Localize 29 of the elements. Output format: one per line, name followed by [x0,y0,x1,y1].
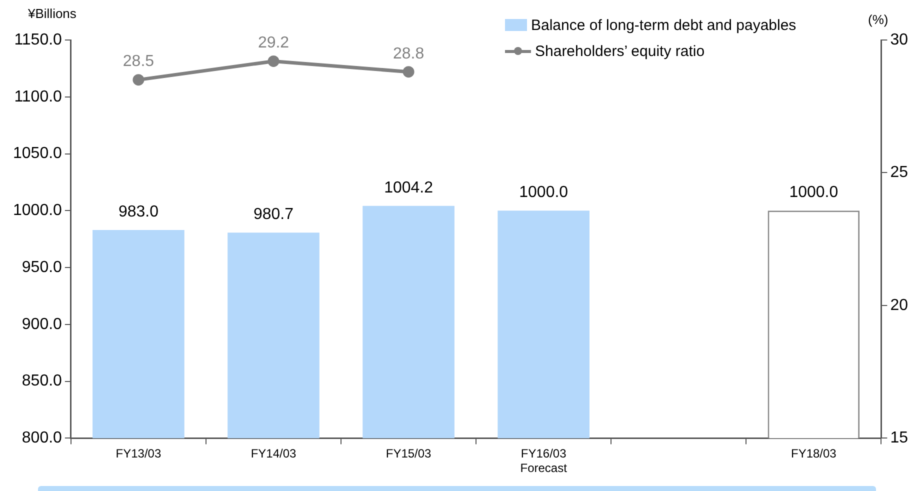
x-tick-label: FY13/03 [116,446,162,461]
y-axis-title: ¥Billions [28,6,76,21]
legend-label: Balance of long-term debt and payables [531,16,796,34]
y2-tick-label: 25 [890,164,908,182]
x-tick-label: FY18/03 [790,446,837,461]
x-tick-label: FY14/03 [250,446,297,461]
y-tick-label: 850.0 [22,372,62,390]
data-label: 28.5 [122,53,154,70]
y-tick-label: 950.0 [22,258,62,276]
y2-tick-label: 30 [890,31,908,48]
y2-axis-title: (%) [868,12,888,27]
y-tick-label: 1050.0 [13,145,62,162]
y-tick-label: 1150.0 [14,31,62,48]
x-tick-label: FY16/03 Forecast [520,446,568,476]
y2-tick-label: 15 [890,430,908,447]
data-label: 1000.0 [789,184,838,202]
data-label: 29.2 [258,34,290,52]
data-label: 1004.2 [384,179,434,196]
y-tick-label: 1000.0 [13,202,62,220]
y-tick-label: 800.0 [22,430,62,447]
data-label: 983.0 [118,203,159,220]
data-label: 1000.0 [519,184,568,202]
x-tick-label: FY15/03 [386,446,432,461]
y2-tick-label: 20 [890,296,908,314]
legend-label: Shareholders’ equity ratio [535,42,705,60]
data-label: 28.8 [392,45,424,62]
data-label: 980.7 [253,206,294,224]
y-tick-label: 1100.0 [14,88,62,106]
y-tick-label: 900.0 [22,316,62,333]
